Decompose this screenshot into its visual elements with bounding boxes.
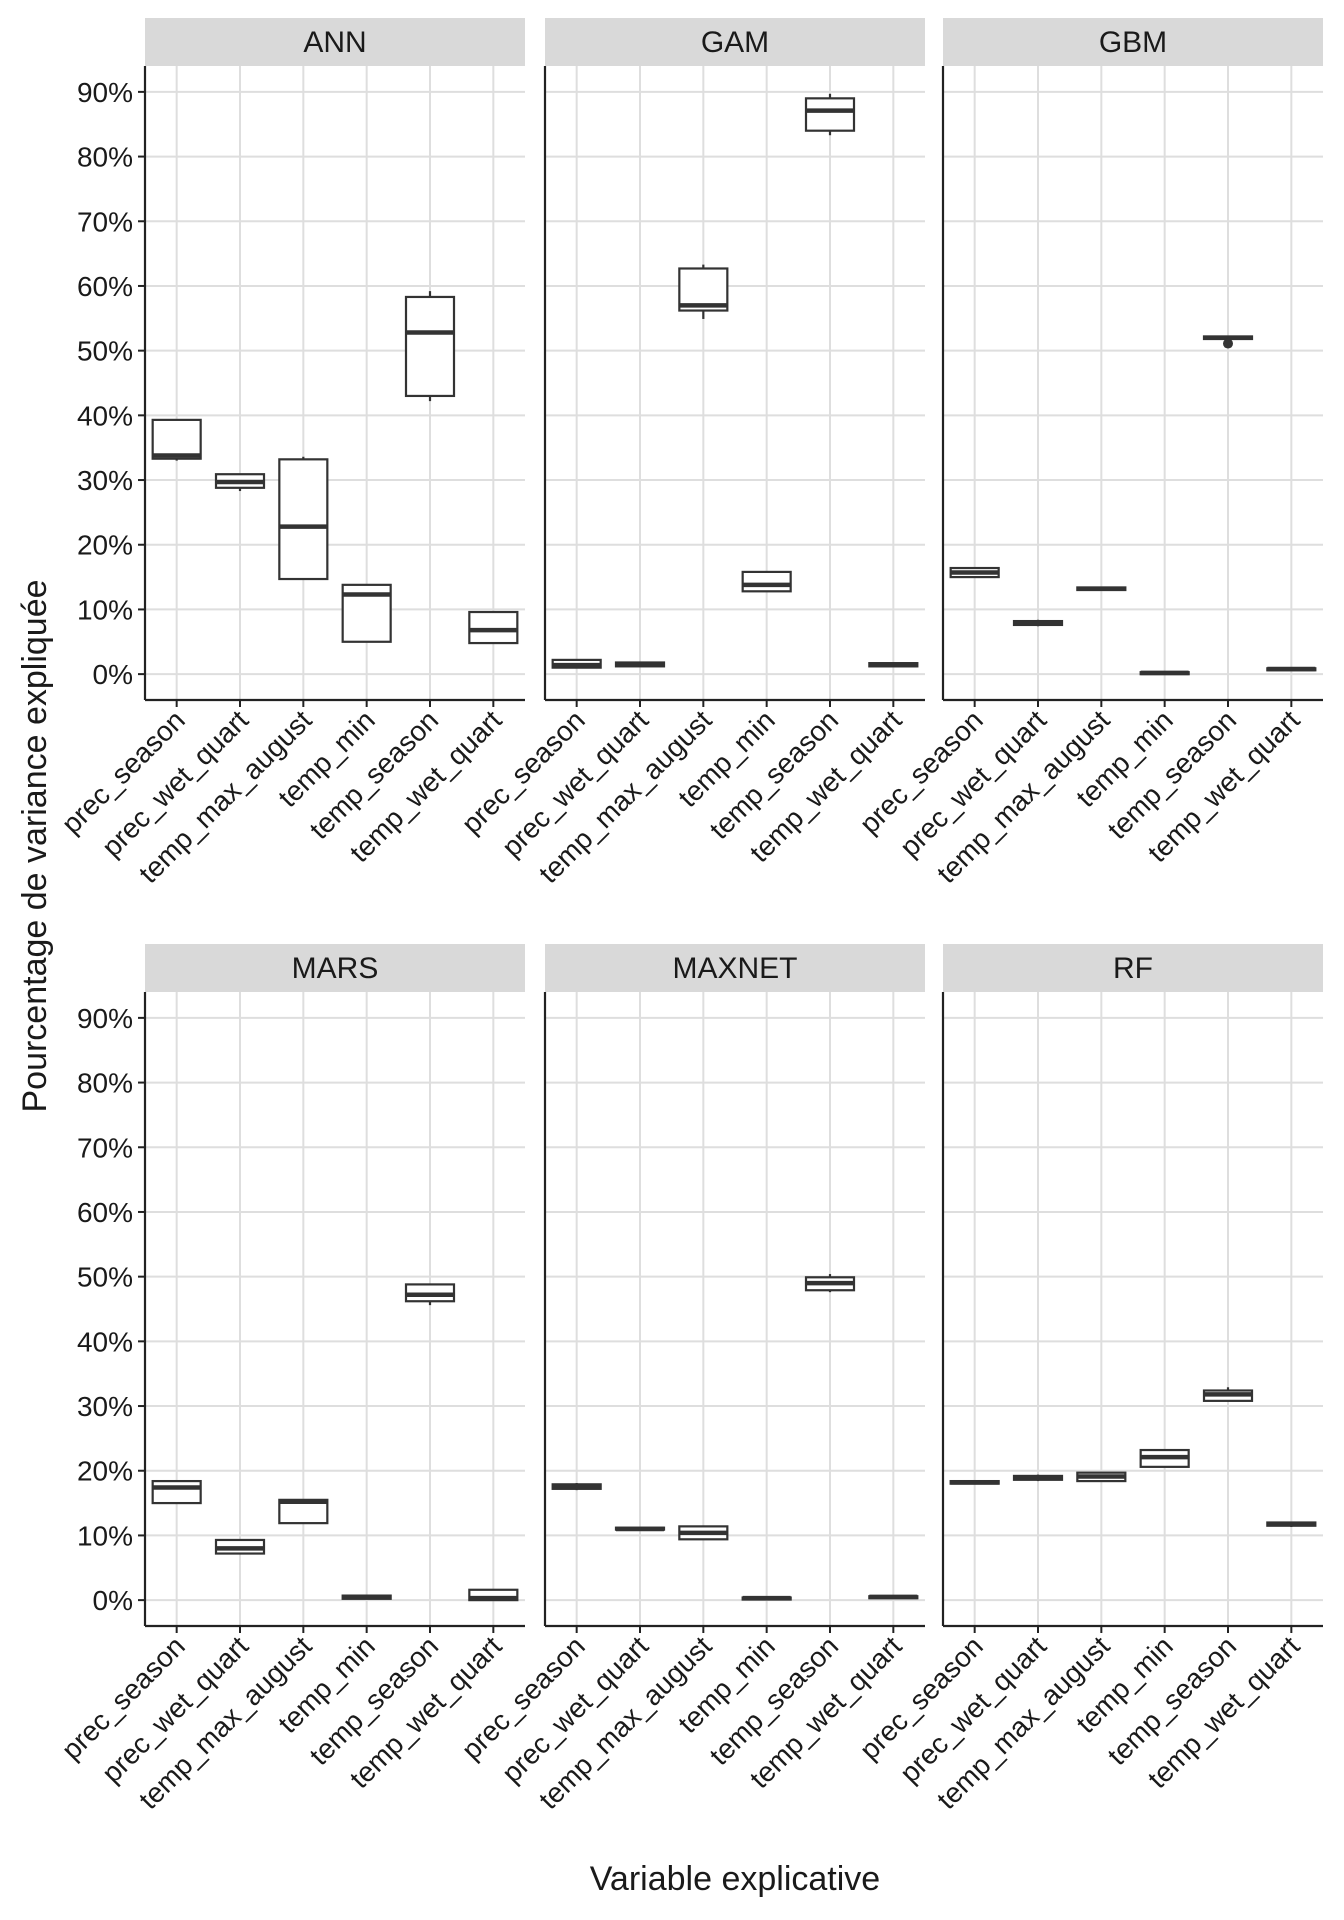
y-tick-label: 50% bbox=[77, 336, 133, 367]
y-tick-label: 50% bbox=[77, 1262, 133, 1293]
outlier-point-gbm-temp-season bbox=[1223, 338, 1233, 349]
strip-mars bbox=[145, 944, 525, 992]
strip-label-maxnet: MAXNET bbox=[672, 952, 797, 985]
y-tick-label: 30% bbox=[77, 465, 133, 496]
strip-label-mars: MARS bbox=[292, 952, 379, 985]
y-tick-label: 40% bbox=[77, 1326, 133, 1357]
y-tick-label: 70% bbox=[77, 206, 133, 237]
y-tick-label: 60% bbox=[77, 1197, 133, 1228]
y-tick-label: 0% bbox=[93, 659, 133, 690]
y-tick-label: 40% bbox=[77, 400, 133, 431]
strip-label-gam: GAM bbox=[701, 26, 769, 59]
y-tick-label: 90% bbox=[77, 1003, 133, 1034]
strip-maxnet bbox=[545, 944, 925, 992]
strip-gbm bbox=[943, 18, 1323, 66]
strip-ann bbox=[145, 18, 525, 66]
strip-gam bbox=[545, 18, 925, 66]
strip-label-ann: ANN bbox=[303, 26, 366, 59]
box-gam-temp-season bbox=[804, 97, 856, 132]
y-tick-label: 80% bbox=[77, 1068, 133, 1099]
box-gam-temp-min bbox=[741, 570, 792, 593]
y-tick-label: 10% bbox=[77, 594, 133, 625]
y-tick-label: 80% bbox=[77, 142, 133, 173]
y-tick-label: 0% bbox=[93, 1585, 133, 1616]
x-axis-title: Variable explicative bbox=[590, 1860, 880, 1898]
y-tick-label: 20% bbox=[77, 530, 133, 561]
box-ann-temp-wet-quart bbox=[468, 610, 519, 645]
y-tick-label: 90% bbox=[77, 77, 133, 108]
y-tick-label: 10% bbox=[77, 1520, 133, 1551]
box-ann-prec-season bbox=[151, 418, 202, 460]
y-tick-label: 30% bbox=[77, 1391, 133, 1422]
y-tick-label: 60% bbox=[77, 271, 133, 302]
strip-label-rf: RF bbox=[1113, 952, 1153, 985]
box-mars-prec-season bbox=[151, 1479, 202, 1505]
y-tick-label: 20% bbox=[77, 1456, 133, 1487]
strip-rf bbox=[943, 944, 1323, 992]
box-ann-temp-season bbox=[404, 295, 456, 398]
y-axis-title: Pourcentage de variance expliquée bbox=[16, 579, 54, 1112]
strip-label-gbm: GBM bbox=[1099, 26, 1167, 59]
y-tick-label: 70% bbox=[77, 1132, 133, 1163]
box-ann-temp-max-august bbox=[278, 458, 329, 581]
